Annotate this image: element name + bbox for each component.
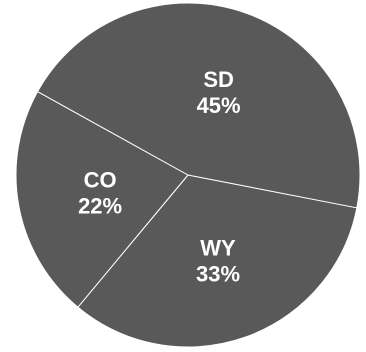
pie-slice-co <box>15 91 189 308</box>
slice-label-sd: SD <box>203 67 234 92</box>
pie-slice-sd <box>37 2 361 209</box>
slice-value-sd: 45% <box>197 93 241 118</box>
pie-slice-wy <box>77 174 358 348</box>
slices-layer <box>15 2 361 348</box>
slice-value-wy: 33% <box>196 261 240 286</box>
slice-value-co: 22% <box>78 194 122 219</box>
slice-label-co: CO <box>84 168 117 193</box>
slice-label-wy: WY <box>200 235 236 260</box>
